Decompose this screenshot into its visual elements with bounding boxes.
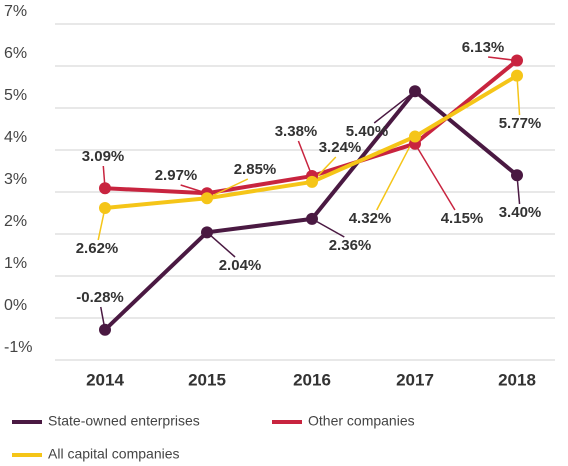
- legend-label: State-owned enterprises: [48, 413, 200, 429]
- y-tick-label: 3%: [4, 171, 27, 188]
- point: [201, 226, 213, 239]
- leader-line: [311, 218, 345, 238]
- point: [511, 69, 523, 82]
- value-label: 3.09%: [82, 148, 125, 165]
- x-tick-label: 2015: [188, 370, 226, 389]
- value-label: 6.13%: [462, 39, 505, 56]
- value-label: -0.28%: [76, 289, 124, 306]
- series-line: [104, 73, 519, 210]
- y-tick-label: 5%: [4, 87, 27, 104]
- point: [409, 85, 421, 98]
- value-label: 5.77%: [499, 115, 542, 132]
- value-label: 3.24%: [319, 139, 362, 156]
- leader-line: [206, 178, 249, 199]
- y-tick-label: 6%: [4, 45, 27, 62]
- y-tick-label: 7%: [4, 3, 27, 20]
- x-tick-label: 2014: [86, 370, 124, 389]
- leader-line: [516, 75, 521, 116]
- point: [306, 212, 318, 225]
- y-tick-label: 0%: [4, 297, 27, 314]
- value-label: 2.85%: [234, 161, 277, 178]
- x-tick-label: 2016: [293, 370, 331, 389]
- leader-line: [414, 143, 456, 211]
- point: [99, 201, 111, 214]
- legend-label: Other companies: [308, 413, 415, 429]
- value-label: 2.04%: [219, 257, 262, 274]
- leader-line: [297, 140, 313, 177]
- leader-line: [206, 231, 236, 258]
- point: [511, 169, 523, 182]
- point: [99, 323, 111, 336]
- y-tick-label: 2%: [4, 213, 27, 230]
- y-tick-label: 1%: [4, 255, 27, 272]
- x-tick-label: 2018: [498, 370, 536, 389]
- value-label: 2.36%: [329, 237, 372, 254]
- value-label: 3.38%: [275, 123, 318, 140]
- point: [306, 175, 318, 188]
- point: [409, 130, 421, 143]
- value-label: 2.97%: [155, 167, 198, 184]
- value-label: 3.40%: [499, 204, 542, 221]
- point: [201, 192, 213, 205]
- value-label: 2.62%: [76, 240, 119, 257]
- x-tick-label: 2017: [396, 370, 434, 389]
- legend-label: All capital companies: [48, 446, 180, 462]
- value-label: 5.40%: [346, 123, 389, 140]
- value-label: 4.32%: [349, 210, 392, 227]
- leader-line: [376, 136, 416, 211]
- leader-line: [373, 90, 416, 124]
- point: [511, 54, 523, 67]
- point: [99, 182, 111, 195]
- y-tick-label: -1%: [4, 339, 32, 356]
- value-label: 4.15%: [441, 210, 484, 227]
- y-tick-label: 4%: [4, 129, 27, 146]
